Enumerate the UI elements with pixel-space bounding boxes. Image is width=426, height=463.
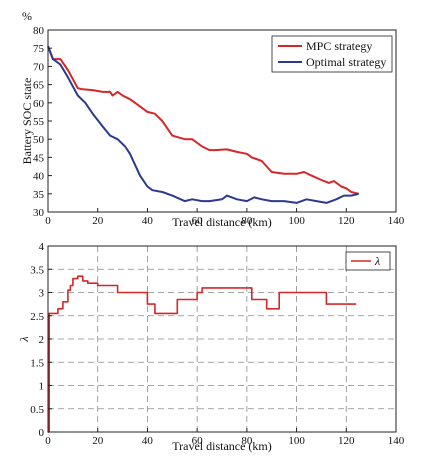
x-tick-label: 140 xyxy=(388,435,405,447)
x-tick-label: 80 xyxy=(241,215,253,227)
x-axis-label: Travel distance (km) xyxy=(172,215,272,229)
x-tick-label: 0 xyxy=(45,435,51,447)
y-tick-label: 70 xyxy=(33,61,45,73)
y-tick-label: 80 xyxy=(33,25,45,37)
y-tick-label: 35 xyxy=(33,189,45,201)
legend-box xyxy=(271,35,393,73)
x-tick-label: 100 xyxy=(288,435,305,447)
y-tick-label: 50 xyxy=(33,134,45,146)
y-tick-label: 4 xyxy=(39,241,45,253)
soc-chart: % 0 20 40 60 80 100 120 140 30 35 40 45 50 55 60 65 70 75… xyxy=(20,9,405,229)
x-tick-label: 100 xyxy=(288,215,305,227)
x-tick-label: 60 xyxy=(192,215,204,227)
y-tick-label: 1.5 xyxy=(30,357,44,369)
y-tick-label: 0 xyxy=(39,427,45,439)
legend-label-optimal: Optimal strategy xyxy=(306,55,386,69)
y-tick-label: 2.5 xyxy=(30,311,44,323)
y-tick-label: 55 xyxy=(33,116,45,128)
x-tick-label: 120 xyxy=(338,435,355,447)
y-tick-label: 65 xyxy=(33,80,45,92)
x-tick-label: 40 xyxy=(142,435,154,447)
x-tick-label: 120 xyxy=(338,215,355,227)
y-unit-label: % xyxy=(22,9,32,23)
legend: λ xyxy=(345,251,391,271)
x-tick-label: 80 xyxy=(241,435,253,447)
x-tick-label: 40 xyxy=(142,215,154,227)
legend-label-lambda: λ xyxy=(374,254,380,268)
x-tick-label: 60 xyxy=(192,435,204,447)
x-tick-label: 0 xyxy=(45,215,51,227)
series-line-mpc-strategy xyxy=(47,46,359,195)
y-axis-label: Battery SOC state xyxy=(20,78,34,165)
y-tick-label: 3.5 xyxy=(30,264,44,276)
y-tick-label: 40 xyxy=(33,171,45,183)
x-tick-label: 20 xyxy=(92,215,104,227)
y-tick-label: 3 xyxy=(39,288,45,300)
y-tick-label: 45 xyxy=(33,152,45,164)
x-tick-label: 20 xyxy=(92,435,104,447)
y-tick-label: 0.5 xyxy=(30,404,44,416)
lambda-chart: 0 20 40 60 80 100 120 140 0 0.5 1 1.5 2 2.5 3 3.5 4 Trav… xyxy=(17,241,405,453)
series-line-lambda xyxy=(48,275,357,433)
y-tick-label: 1 xyxy=(39,381,45,393)
y-tick-label: 2 xyxy=(39,334,45,346)
y-tick-label: 75 xyxy=(33,43,45,55)
series-line-optimal-strategy xyxy=(47,46,359,204)
y-tick-label: 60 xyxy=(33,98,45,110)
legend: MPC strategy Optimal strategy xyxy=(271,35,393,73)
y-axis-label: λ xyxy=(17,336,31,342)
x-tick-label: 140 xyxy=(388,215,405,227)
x-axis-label: Travel distance (km) xyxy=(172,439,272,453)
y-tick-label: 30 xyxy=(33,207,45,219)
legend-label-mpc: MPC strategy xyxy=(306,39,372,53)
